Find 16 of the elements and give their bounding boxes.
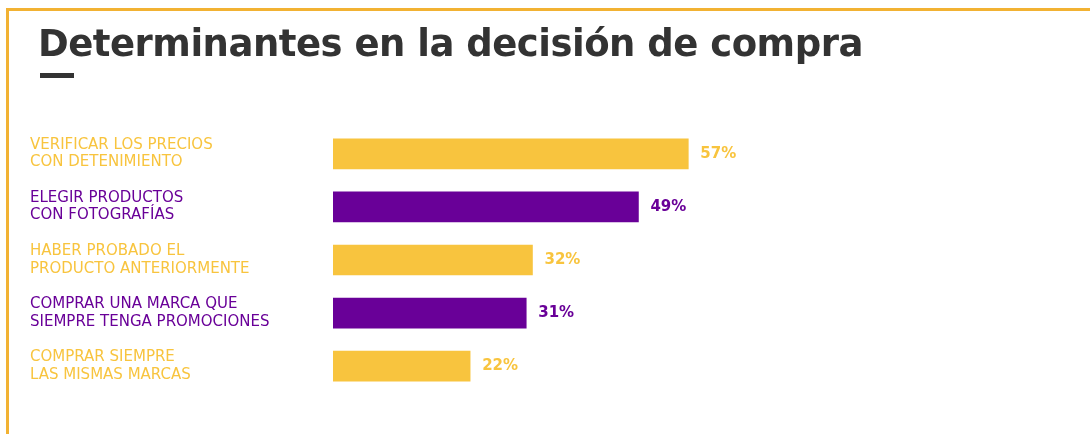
y-tick-label: COMPRAR SIEMPRE LAS MISMAS MARCAS [30,347,191,383]
bar [333,191,639,223]
y-tick-label: VERIFICAR LOS PRECIOS CON DETENIMIENTO [30,135,213,171]
data-label: 49% [650,196,687,215]
data-label: 22% [482,356,519,375]
bar [333,244,533,276]
data-label: 31% [538,302,575,321]
data-label: 32% [544,249,581,268]
y-tick-label: COMPRAR UNA MARCA QUE SIEMPRE TENGA PROMOCIONES [30,294,270,330]
chart-title: Determinantes en la decisión de compra [38,22,863,65]
bar [333,138,689,170]
bar [333,297,527,329]
bar [333,350,471,382]
data-label: 57% [700,143,737,162]
y-tick-label: ELEGIR PRODUCTOS CON FOTOGRAFÍAS [30,188,184,224]
y-tick-label: HABER PROBADO EL PRODUCTO ANTERIORMENTE [30,241,250,277]
